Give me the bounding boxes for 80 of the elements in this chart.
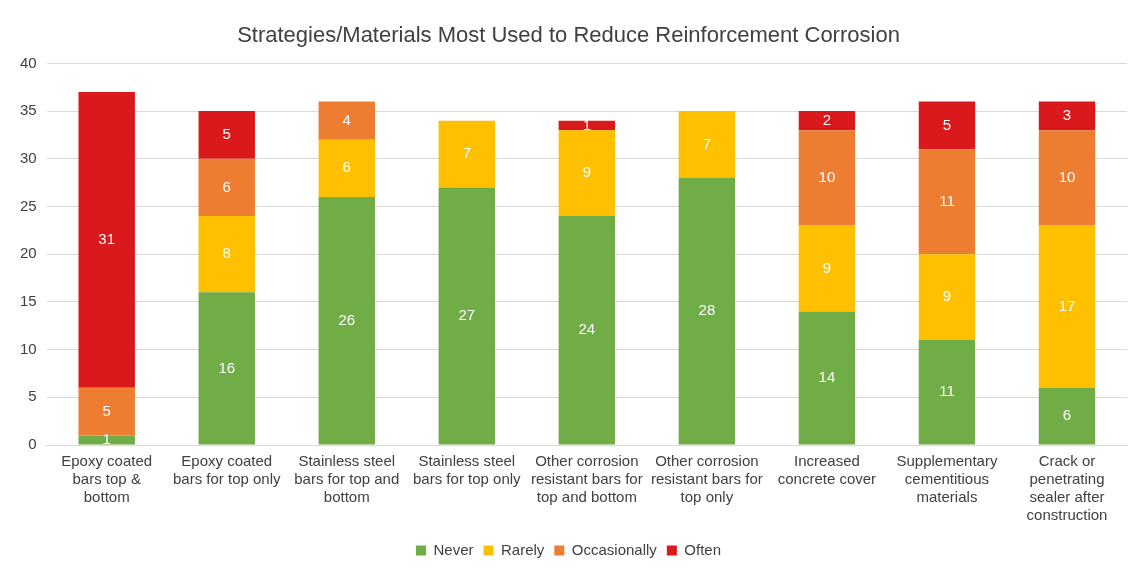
bar [318, 101, 375, 140]
data-label: 24 [578, 320, 596, 338]
data-label: 16 [218, 358, 236, 376]
data-label: 5 [102, 401, 111, 419]
x-tick-label: Supplementary cementitious materials [896, 452, 998, 506]
data-label: 6 [342, 158, 351, 176]
bar [558, 130, 616, 217]
x-tick-label: Other corrosion resistant bars for top and bottom [530, 452, 643, 506]
data-label: 9 [942, 287, 952, 305]
legend-label: Occasionally [571, 540, 658, 558]
bar [78, 92, 135, 388]
chart-title: Strategies/Materials Most Used to Reduce Reinforcement Corrosion [237, 22, 900, 48]
data-label: 26 [338, 310, 356, 328]
y-tick-label: 0 [28, 435, 37, 453]
data-label: 27 [458, 306, 476, 324]
x-tick-label: Stainless steel bars for top and bottom [294, 452, 400, 506]
bar [798, 225, 856, 312]
data-label: 6 [222, 177, 231, 195]
x-tick-label: Epoxy coated bars top & bottom [61, 452, 153, 506]
data-label: 3 [1062, 106, 1072, 124]
data-label: 9 [582, 163, 592, 181]
bar [318, 196, 375, 445]
data-label: 4 [342, 110, 351, 128]
data-label: 11 [939, 382, 955, 400]
data-label: 7 [702, 134, 712, 152]
y-tick-label: 35 [20, 101, 37, 119]
data-label: 1 [102, 430, 111, 448]
y-tick-label: 20 [20, 244, 37, 262]
bar [318, 139, 375, 197]
data-label: 5 [942, 115, 952, 133]
data-label: 17 [1058, 296, 1076, 314]
bar [558, 216, 616, 445]
bar [1038, 101, 1096, 131]
x-tick-label: Crack or penetrating sealer after construction [1026, 452, 1108, 524]
data-label: 9 [822, 258, 832, 276]
bar [678, 111, 736, 178]
bar [918, 340, 976, 445]
data-label: 8 [222, 244, 231, 262]
bar [198, 111, 255, 159]
x-tick-label: Epoxy coated bars for top only [172, 452, 282, 488]
data-label: 2 [822, 110, 832, 128]
data-label: 11 [939, 191, 955, 209]
legend-label: Never [433, 540, 474, 558]
bar [918, 101, 976, 150]
data-label: 31 [98, 230, 116, 248]
data-label: 14 [818, 368, 836, 386]
bar [918, 254, 976, 341]
data-label: 1 [582, 115, 592, 133]
y-tick-label: 15 [20, 292, 37, 310]
y-tick-label: 25 [20, 196, 37, 214]
bar [1038, 225, 1096, 388]
bar [198, 292, 255, 445]
data-label: 5 [222, 125, 231, 143]
y-tick-label: 40 [20, 53, 37, 71]
legend-label: Rarely [500, 540, 545, 558]
legend-label: Often [684, 540, 722, 558]
bar [78, 387, 135, 436]
bar [198, 158, 255, 217]
y-tick-label: 30 [20, 148, 37, 166]
bar [918, 149, 976, 255]
data-label: 28 [698, 301, 716, 319]
bar [798, 111, 856, 131]
bar [798, 311, 856, 445]
y-tick-label: 5 [28, 387, 37, 405]
bar [78, 435, 135, 445]
data-label: 10 [818, 168, 836, 186]
bar [798, 130, 856, 226]
bar [678, 177, 736, 445]
x-tick-label: Other corrosion resistant bars for top only [651, 452, 763, 506]
x-tick-label: Increased concrete cover [777, 452, 877, 488]
bar [198, 216, 255, 293]
bar [438, 187, 496, 445]
bar [1038, 130, 1096, 226]
data-label: 6 [1062, 406, 1072, 424]
y-tick-label: 10 [20, 339, 37, 357]
bar [1038, 387, 1096, 445]
data-label: 10 [1058, 168, 1076, 186]
x-tick-label: Stainless steel bars for top only [413, 452, 522, 488]
data-label: 7 [462, 144, 471, 162]
bar [438, 120, 496, 188]
